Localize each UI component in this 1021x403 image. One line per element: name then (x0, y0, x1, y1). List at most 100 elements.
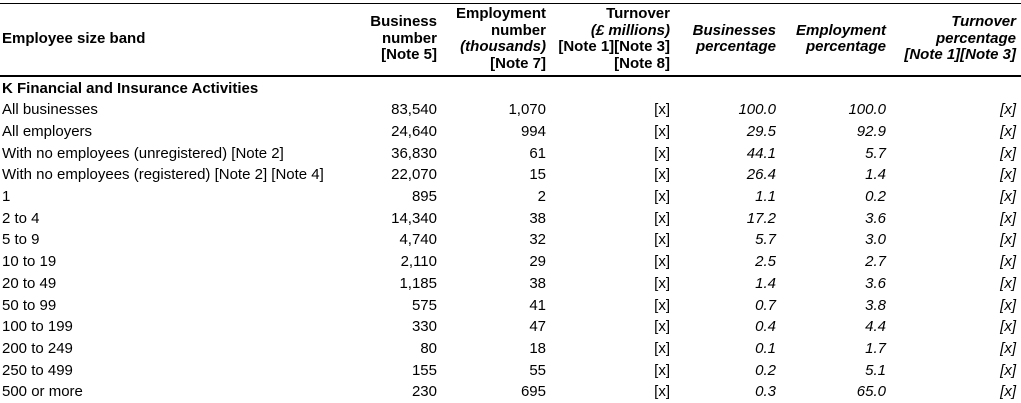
header-line: (thousands) (460, 38, 546, 55)
cell-employment-number: 32 (529, 231, 546, 249)
cell-turnover-percentage: [x] (1000, 166, 1016, 184)
cell-employment-percentage: 3.6 (865, 209, 886, 227)
cell-employment-percentage: 65.0 (856, 383, 886, 401)
cell-businesses-percentage: 2.5 (755, 253, 776, 271)
column-header-employee-size-band: Employee size band (0, 4, 360, 77)
header-line: Turnover (951, 13, 1016, 31)
cell-band: 200 to 249 (2, 339, 73, 357)
cell-business-number: 4,740 (399, 231, 437, 249)
cell-turnover: [x] (654, 361, 670, 379)
cell-turnover-percentage: [x] (1000, 123, 1016, 141)
header-line: Employment (795, 21, 886, 39)
table-row: All businesses 83,540 1,070 [x] 100.0 10… (0, 99, 1021, 121)
cell-businesses-percentage: 0.4 (755, 318, 776, 336)
cell-business-number: 895 (411, 188, 437, 206)
table-row: With no employees (registered) [Note 2] … (0, 164, 1021, 186)
cell-band: 1 (2, 188, 11, 206)
cell-employment-percentage: 5.7 (865, 144, 886, 162)
cell-band: 20 to 49 (2, 274, 57, 292)
cell-turnover-percentage: [x] (1000, 231, 1016, 249)
cell-businesses-percentage: 1.1 (755, 188, 776, 206)
header-line: (£ millions) (590, 21, 670, 39)
cell-employment-number: 55 (529, 361, 546, 379)
cell-turnover: [x] (654, 144, 670, 162)
cell-employment-percentage: 5.1 (865, 361, 886, 379)
cell-employment-percentage: 3.0 (865, 231, 886, 249)
cell-band: 10 to 19 (2, 253, 57, 271)
cell-band: 2 to 4 (2, 209, 40, 227)
cell-employment-percentage: 4.4 (865, 318, 886, 336)
cell-band: 250 to 499 (2, 361, 73, 379)
cell-business-number: 24,640 (391, 123, 437, 141)
header-line: [Note 1][Note 3] (558, 38, 670, 55)
header-line: number (490, 21, 546, 39)
section-title: K Financial and Insurance Activities (2, 79, 259, 97)
cell-employment-percentage: 1.7 (865, 339, 886, 357)
cell-turnover: [x] (654, 253, 670, 271)
table-row: 5 to 9 4,740 32 [x] 5.7 3.0 [x] (0, 229, 1021, 251)
cell-business-number: 36,830 (391, 144, 437, 162)
section-row: K Financial and Insurance Activities (0, 76, 1021, 99)
header-line: Employment (455, 5, 546, 22)
cell-turnover: [x] (654, 231, 670, 249)
header-line: [Note 1][Note 3] (904, 46, 1016, 64)
header-line: Turnover (606, 5, 670, 22)
cell-turnover: [x] (654, 188, 670, 206)
cell-businesses-percentage: 1.4 (755, 274, 776, 292)
table-row: 100 to 199 330 47 [x] 0.4 4.4 [x] (0, 316, 1021, 338)
cell-business-number: 2,110 (400, 253, 437, 271)
column-header-employment-percentage: Employment percentage (781, 4, 891, 77)
cell-employment-number: 994 (520, 123, 546, 141)
cell-turnover: [x] (654, 318, 670, 336)
cell-turnover-percentage: [x] (1000, 361, 1016, 379)
header-line: number (381, 29, 437, 47)
column-header-turnover-percentage: Turnover percentage [Note 1][Note 3] (891, 4, 1021, 77)
table-row: 2 to 4 14,340 38 [x] 17.2 3.6 [x] (0, 207, 1021, 229)
cell-employment-number: 61 (529, 144, 546, 162)
cell-employment-number: 15 (529, 166, 546, 184)
cell-employment-number: 18 (529, 339, 546, 357)
cell-turnover: [x] (654, 166, 670, 184)
cell-band: 100 to 199 (2, 318, 73, 336)
cell-turnover: [x] (654, 274, 670, 292)
cell-band: All businesses (2, 101, 98, 119)
header-line: percentage (935, 29, 1016, 47)
cell-turnover: [x] (654, 123, 670, 141)
cell-turnover-percentage: [x] (1000, 253, 1016, 271)
cell-turnover: [x] (654, 209, 670, 227)
cell-businesses-percentage: 0.7 (755, 296, 776, 314)
table-row: All employers 24,640 994 [x] 29.5 92.9 [… (0, 121, 1021, 143)
cell-turnover-percentage: [x] (1000, 339, 1016, 357)
cell-employment-percentage: 0.2 (865, 188, 886, 206)
cell-turnover-percentage: [x] (1000, 101, 1016, 119)
cell-employment-percentage: 3.6 (865, 274, 886, 292)
cell-band: 5 to 9 (2, 231, 40, 249)
header-line: [Note 8] (614, 54, 670, 72)
table-row: With no employees (unregistered) [Note 2… (0, 142, 1021, 164)
cell-employment-percentage: 2.7 (865, 253, 886, 271)
header-row: Employee size band Business number [Note… (0, 4, 1021, 77)
cell-business-number: 83,540 (391, 101, 437, 119)
cell-businesses-percentage: 5.7 (755, 231, 776, 249)
table-row: 20 to 49 1,185 38 [x] 1.4 3.6 [x] (0, 273, 1021, 295)
cell-business-number: 14,340 (391, 209, 437, 227)
cell-employment-number: 29 (529, 253, 546, 271)
cell-employment-percentage: 3.8 (865, 296, 886, 314)
cell-employment-percentage: 100.0 (848, 101, 886, 119)
header-line: percentage (805, 38, 886, 55)
cell-businesses-percentage: 0.1 (755, 339, 776, 357)
table-row: 250 to 499 155 55 [x] 0.2 5.1 [x] (0, 359, 1021, 381)
cell-businesses-percentage: 17.2 (746, 209, 776, 227)
cell-turnover: [x] (654, 296, 670, 314)
cell-turnover-percentage: [x] (1000, 144, 1016, 162)
cell-band: 50 to 99 (2, 296, 57, 314)
table-header: Employee size band Business number [Note… (0, 4, 1021, 77)
cell-turnover: [x] (654, 101, 670, 119)
cell-business-number: 230 (411, 383, 437, 401)
column-header-business-number: Business number [Note 5] (360, 4, 442, 77)
cell-turnover-percentage: [x] (1000, 209, 1016, 227)
header-line: Businesses (692, 21, 776, 39)
cell-band: With no employees (registered) [Note 2] … (2, 166, 324, 184)
cell-business-number: 1,185 (399, 274, 437, 292)
